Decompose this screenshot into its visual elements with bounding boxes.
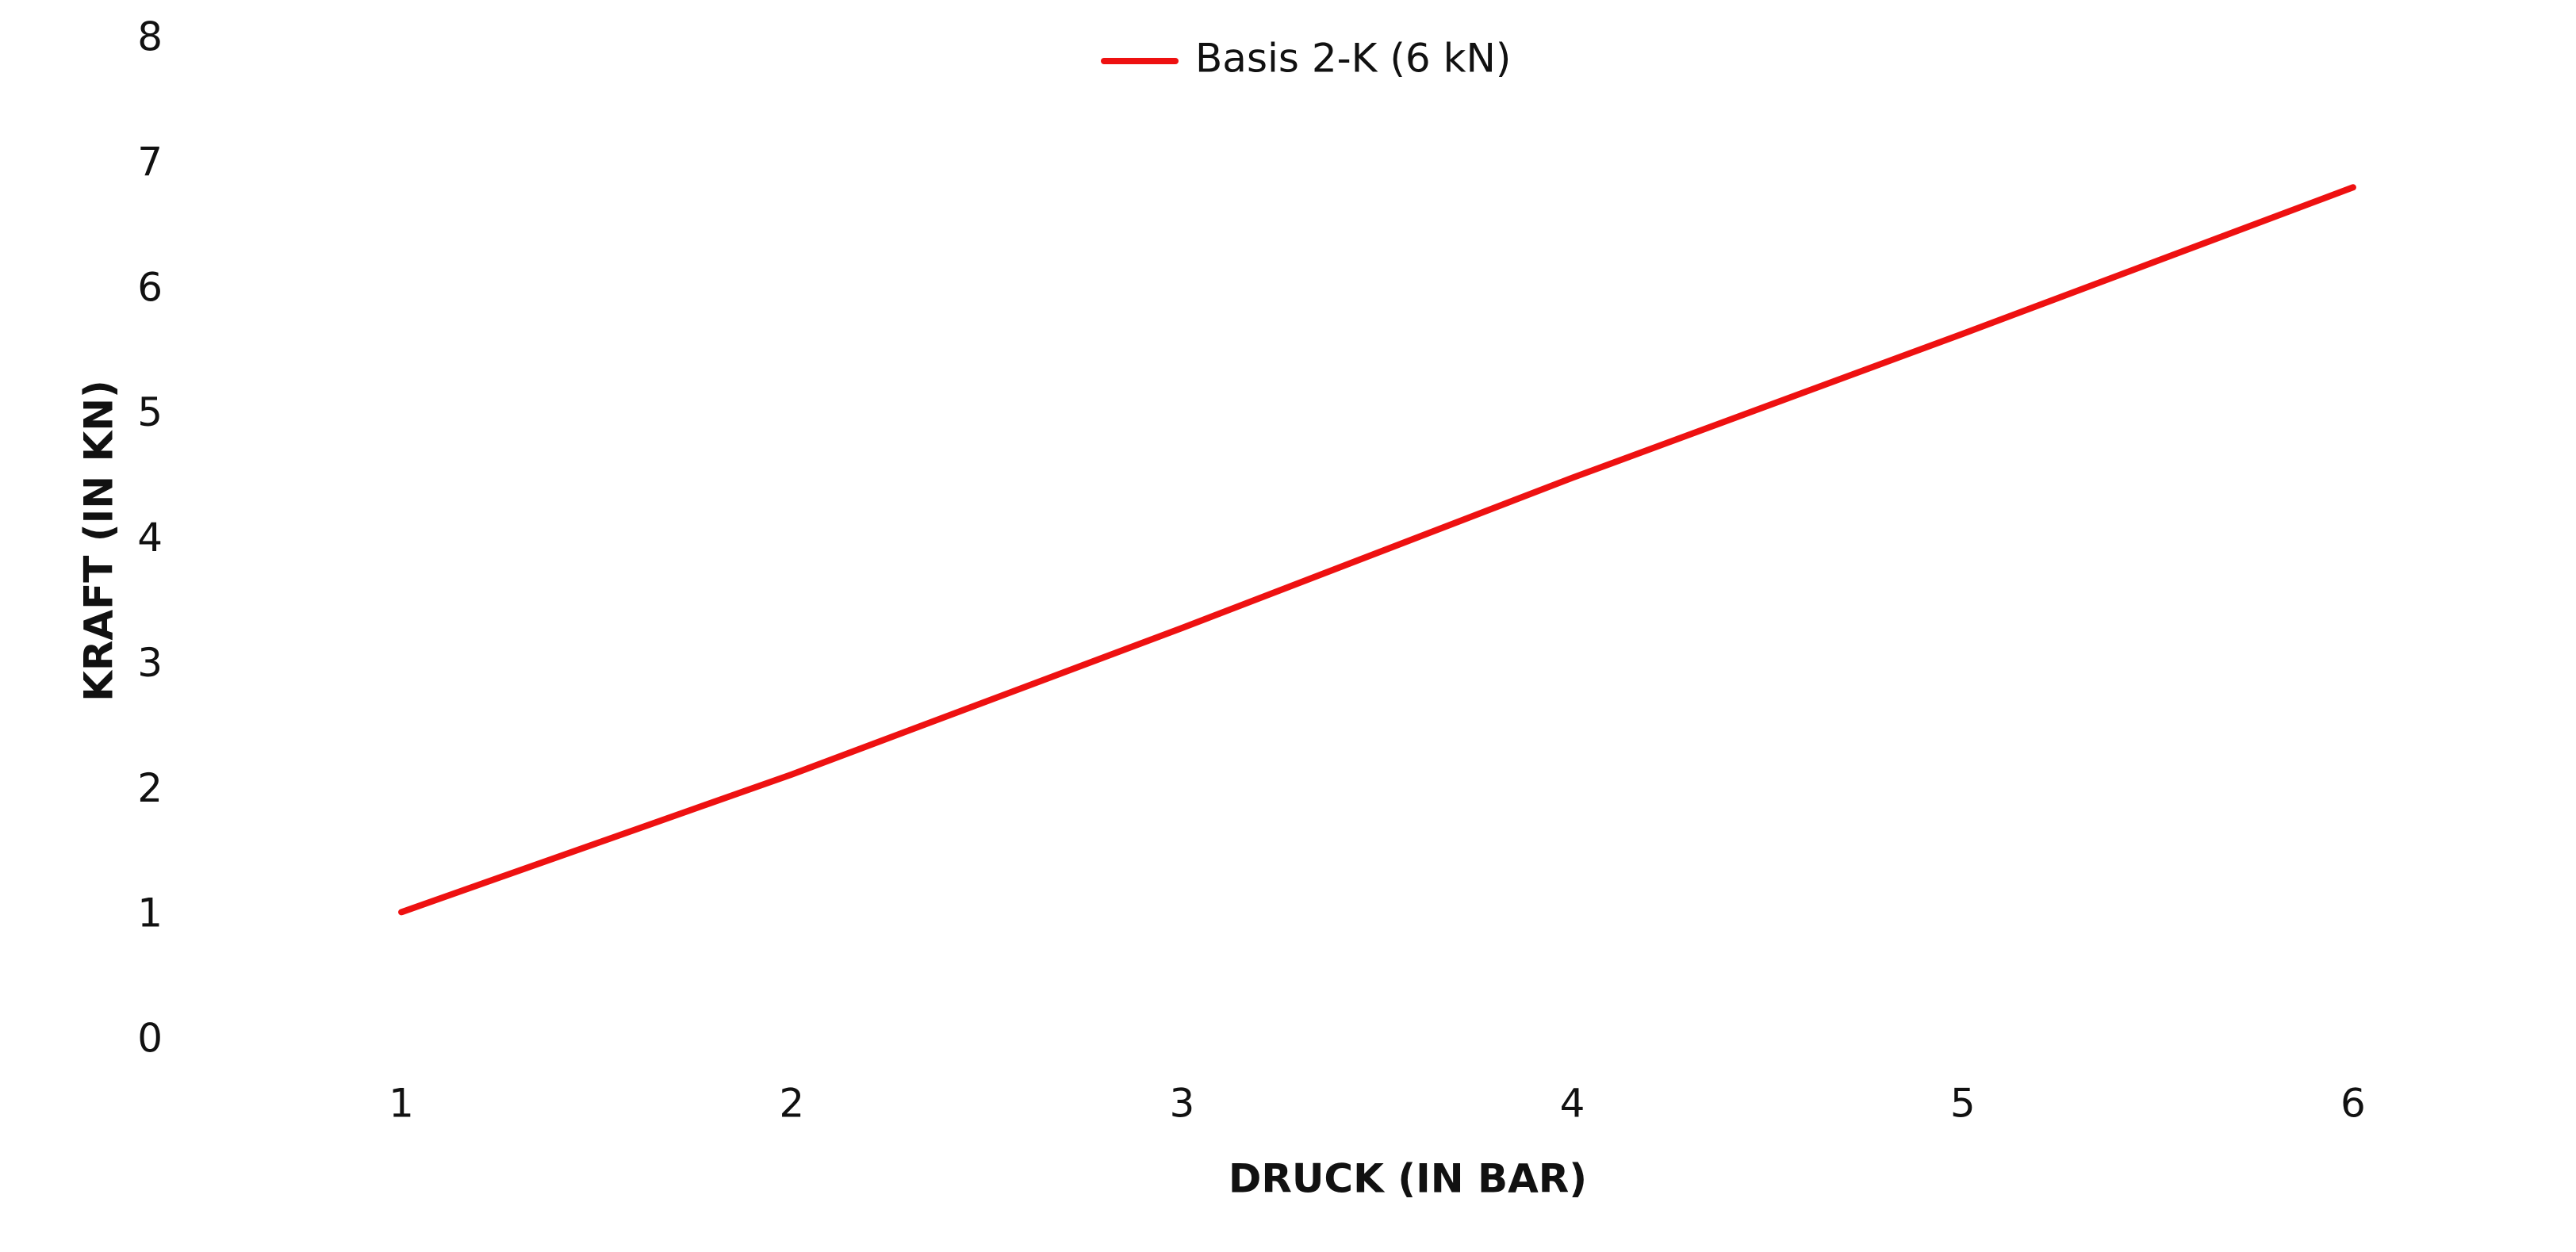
x-tick-label: 3 (1170, 1081, 1195, 1127)
y-tick-label: 2 (137, 765, 163, 811)
y-tick-label: 3 (137, 640, 163, 686)
x-axis-title: DRUCK (IN BAR) (1229, 1156, 1587, 1202)
y-tick-label: 6 (137, 264, 163, 310)
y-tick-label: 4 (137, 515, 163, 561)
legend-label: Basis 2-K (6 kN) (1195, 36, 1511, 82)
x-tick-label: 5 (1950, 1081, 1976, 1127)
y-tick-label: 8 (137, 14, 163, 60)
y-tick-label: 7 (137, 139, 163, 185)
x-tick-label: 4 (1560, 1081, 1585, 1127)
x-tick-label: 2 (779, 1081, 804, 1127)
y-axis-title: KRAFT (IN KN) (76, 380, 122, 702)
y-tick-label: 1 (137, 890, 163, 936)
x-tick-label: 1 (389, 1081, 414, 1127)
y-tick-label: 0 (137, 1016, 163, 1062)
data-line (398, 184, 2356, 916)
y-tick-label: 5 (137, 389, 163, 435)
x-tick-label: 6 (2340, 1081, 2366, 1127)
